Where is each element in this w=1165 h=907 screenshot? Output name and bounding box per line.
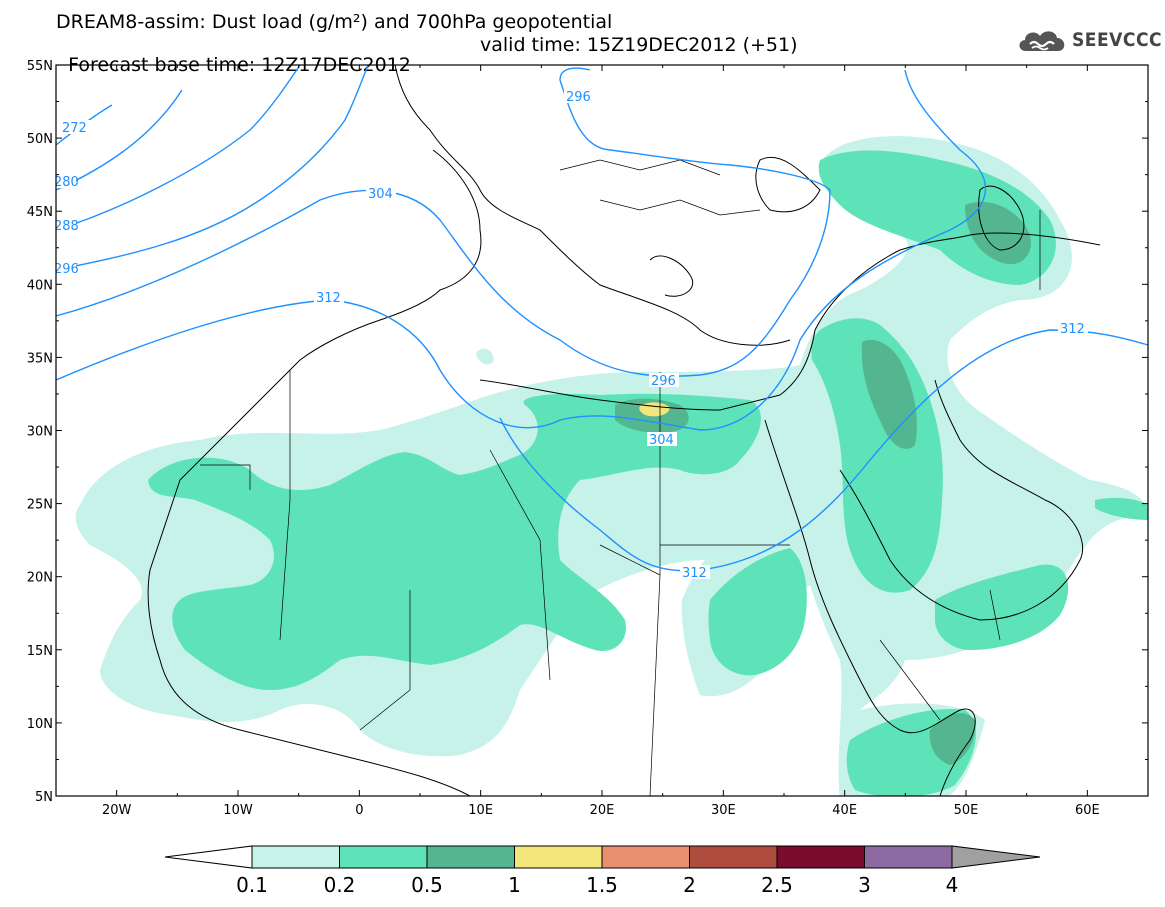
lon-label: 0 [355, 803, 363, 818]
lat-label: 15N [27, 644, 53, 659]
lon-label: 20W [102, 803, 132, 818]
colorbar-segment [601, 845, 690, 869]
colorbar-tick-label: 1.5 [586, 873, 618, 897]
lat-label: 30N [27, 425, 53, 440]
colorbar-tick-label: 0.5 [411, 873, 443, 897]
lat-label: 55N [27, 59, 53, 74]
colorbar-segment [426, 845, 515, 869]
colorbar [164, 845, 1041, 869]
lon-label: 10W [223, 803, 253, 818]
contour-label: 272 [62, 121, 87, 136]
contour-label: 296 [54, 262, 79, 277]
colorbar-segment [689, 845, 778, 869]
contour-label: 304 [368, 187, 393, 202]
lat-label: 45N [27, 205, 53, 220]
contour-label: 296 [651, 374, 676, 389]
contour-label: 280 [54, 175, 79, 190]
contour-label: 312 [316, 291, 341, 306]
lon-label: 20E [590, 803, 615, 818]
lat-label: 20N [27, 571, 53, 586]
lon-label: 60E [1075, 803, 1100, 818]
logo-text: SEEVCCC [1072, 29, 1163, 51]
colorbar-tick-label: 2.5 [761, 873, 793, 897]
cloud-icon [1019, 31, 1065, 51]
colorbar-under-arrow [164, 845, 253, 869]
colorbar-segment [251, 845, 340, 869]
map-title: DREAM8-assim: Dust load (g/m²) and 700hP… [56, 11, 613, 33]
contour-label: 312 [682, 566, 707, 581]
longitude-labels: 20W 10W 0 10E 20E 30E 40E 50E 60E [102, 803, 1100, 818]
seevccc-logo: SEEVCCC [1016, 26, 1162, 54]
colorbar-tick-label: 0.1 [236, 873, 268, 897]
colorbar-segment [864, 845, 953, 869]
lat-label: 5N [35, 790, 53, 805]
axis-ticks [55, 64, 1149, 797]
colorbar-tick-label: 2 [683, 873, 696, 897]
colorbar-labels: 0.1 0.2 0.5 1 1.5 2 2.5 3 4 [236, 873, 958, 897]
colorbar-tick-label: 1 [508, 873, 521, 897]
colorbar-segment [776, 845, 865, 869]
country-borders [200, 159, 1041, 796]
colorbar-tick-label: 0.2 [324, 873, 356, 897]
coastlines [147, 65, 1101, 796]
contour-label: 288 [54, 219, 79, 234]
lat-label: 50N [27, 132, 53, 147]
dust-shading-0.2 [148, 150, 1148, 796]
lat-label: 25N [27, 498, 53, 513]
colorbar-segment [514, 845, 603, 869]
geopotential-contours [56, 65, 1148, 572]
colorbar-tick-label: 4 [946, 873, 959, 897]
contour-label: 312 [1060, 322, 1085, 337]
colorbar-tick-label: 3 [858, 873, 871, 897]
lon-label: 30E [711, 803, 736, 818]
contour-labels: 272 280 288 296 304 312 296 296 304 312 … [54, 89, 1088, 581]
contour-label: 304 [649, 433, 674, 448]
lon-label: 50E [954, 803, 979, 818]
colorbar-over-arrow [951, 845, 1041, 869]
contour-label: 296 [566, 90, 591, 105]
latitude-labels: 55N 50N 45N 40N 35N 30N 25N 20N 15N 10N 5N [27, 59, 53, 805]
valid-time: valid time: 15Z19DEC2012 (+51) [480, 34, 798, 56]
colorbar-segment [339, 845, 428, 869]
lat-label: 10N [27, 717, 53, 732]
lon-label: 40E [832, 803, 857, 818]
lon-label: 10E [468, 803, 493, 818]
lat-label: 35N [27, 351, 53, 366]
lat-label: 40N [27, 278, 53, 293]
